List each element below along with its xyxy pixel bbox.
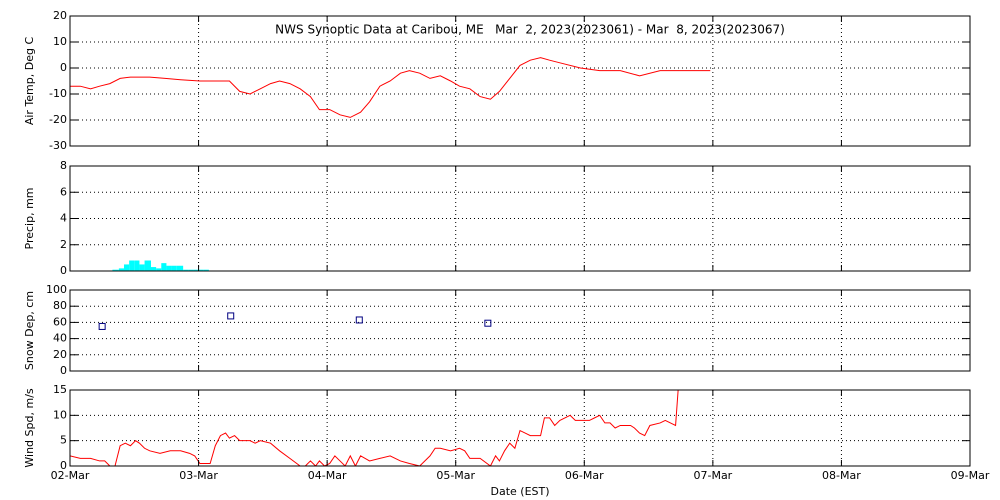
x-tick-label: 07-Mar (693, 469, 732, 482)
plot-area (112, 260, 209, 271)
y-tick-label: 0 (60, 61, 67, 74)
y-tick-label: 8 (60, 159, 67, 172)
y-tick-label: 20 (53, 348, 67, 361)
y-axis-label: Snow Dep, cm (23, 291, 36, 370)
precip-bar (161, 263, 167, 271)
precip-bar (193, 269, 199, 271)
x-tick-label: 03-Mar (179, 469, 218, 482)
plot-area (70, 390, 679, 466)
y-tick-label: 6 (60, 185, 67, 198)
precip-bar (156, 268, 162, 271)
y-tick-label: 20 (53, 9, 67, 22)
y-tick-label: -20 (49, 113, 67, 126)
x-tick-label: 02-Mar (51, 469, 90, 482)
precip-bar (124, 264, 130, 271)
x-axis-label: Date (EST) (490, 485, 549, 498)
x-tick-label: 04-Mar (308, 469, 347, 482)
x-tick-label: 08-Mar (822, 469, 861, 482)
y-tick-label: -30 (49, 139, 67, 152)
precip-bar (144, 260, 151, 271)
snow-point (355, 316, 363, 324)
plot-area (98, 312, 492, 330)
y-axis-label: Wind Spd, m/s (23, 388, 36, 468)
plot-area (70, 57, 711, 118)
panel-frame (69, 389, 971, 467)
precip-bar (139, 264, 145, 271)
panel-frame (69, 289, 971, 372)
y-tick-label: -10 (49, 87, 67, 100)
precip-bar (134, 260, 140, 271)
precip-bar (183, 269, 189, 271)
y-tick-label: 0 (60, 364, 67, 377)
y-tick-label: 2 (60, 238, 67, 251)
precip-bar (112, 269, 119, 271)
y-tick-label: 0 (60, 264, 67, 277)
precip-bar (118, 268, 124, 271)
snow-point (98, 322, 106, 330)
y-tick-label: 15 (53, 383, 67, 396)
y-axis-label: Air Temp, Deg C (23, 37, 36, 126)
x-tick-label: 05-Mar (436, 469, 475, 482)
y-tick-label: 4 (60, 212, 67, 225)
y-axis-label: Precip, mm (23, 188, 36, 250)
precip-bar (176, 265, 184, 271)
y-tick-label: 0 (60, 459, 67, 472)
x-tick-label: 06-Mar (565, 469, 604, 482)
chart-title: NWS Synoptic Data at Caribou, ME Mar 2, … (275, 23, 785, 37)
precip-bar (188, 269, 194, 271)
precip-bar (171, 265, 177, 271)
precip-bar (198, 269, 204, 271)
y-tick-label: 80 (53, 299, 67, 312)
precip-bar (151, 267, 157, 271)
y-tick-label: 10 (53, 408, 67, 421)
y-tick-label: 10 (53, 35, 67, 48)
panel-frame (69, 15, 971, 147)
panel-frame (69, 165, 971, 272)
y-tick-label: 5 (60, 434, 67, 447)
line-series (70, 57, 711, 118)
y-tick-label: 40 (53, 332, 67, 345)
x-tick-label: 09-Mar (951, 469, 990, 482)
y-tick-label: 60 (53, 315, 67, 328)
snow-point (484, 319, 492, 327)
precip-bar (129, 260, 135, 271)
snow-point (227, 312, 235, 320)
precip-bar (166, 265, 172, 271)
line-series (70, 390, 679, 466)
precip-bar (203, 269, 209, 271)
y-tick-label: 100 (46, 283, 67, 296)
